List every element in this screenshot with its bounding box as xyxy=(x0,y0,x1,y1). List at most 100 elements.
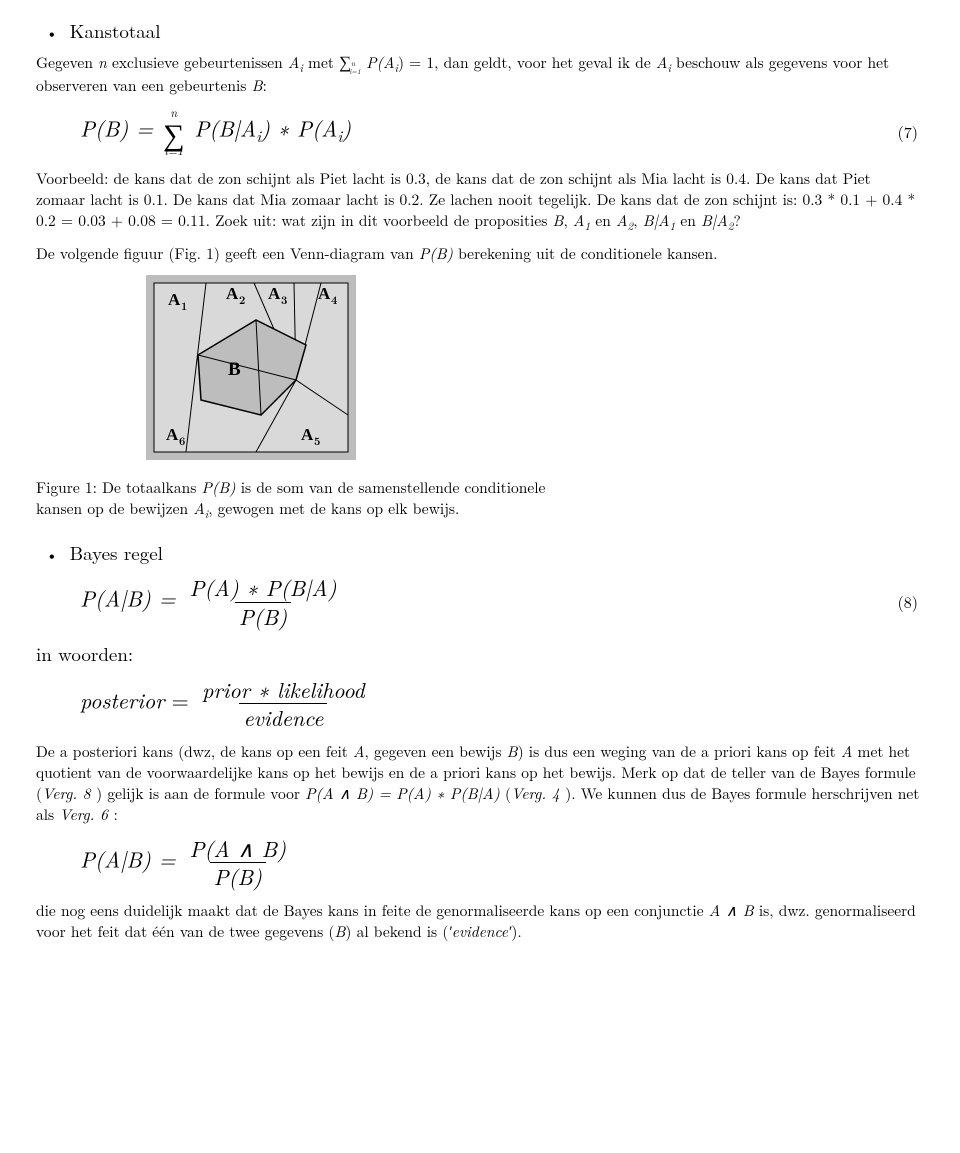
section-bayes-heading: • Bayes regel xyxy=(46,540,924,566)
figure-1-caption: Figure 1: De totaalkans P(B) is de som v… xyxy=(36,478,596,522)
equation-number: (8) xyxy=(898,591,924,613)
intro-paragraph: Gegeven n exclusieve gebeurtenissen Ai m… xyxy=(36,50,924,97)
text: met xyxy=(303,52,339,73)
bayes-explanation-paragraph: De a posteriori kans (dwz, de kans op ee… xyxy=(36,742,924,826)
denominator: P(B) xyxy=(210,862,266,889)
var: B|A xyxy=(643,210,670,231)
svg-text:3: 3 xyxy=(281,293,287,308)
denominator: P(B) xyxy=(235,602,291,629)
equation-8: P(A|B) = P(A) ∗ P(B|A) P(B) (8) xyxy=(36,575,924,629)
expr: P(B) xyxy=(419,243,453,264)
eq-rhs3: ) xyxy=(342,112,351,143)
expr: A ∧ B xyxy=(709,900,754,921)
equation-7: P(B) = n ∑ i=1 P(B|Ai) ∗ P(Ai) (7) xyxy=(36,107,924,157)
var: A xyxy=(193,498,205,519)
numerator: P(A ∧ B) xyxy=(186,836,291,862)
eq-lhs: P(A|B) = xyxy=(80,843,184,874)
text: die nog eens duidelijk maakt dat de Baye… xyxy=(36,900,709,921)
svg-text:B: B xyxy=(228,359,241,380)
text: , gewogen met de kans op elk bewijs. xyxy=(208,498,459,519)
var-n: n xyxy=(98,52,107,73)
colon: : xyxy=(262,75,266,96)
posterior: posterior xyxy=(80,684,164,715)
ref: Verg. 8 xyxy=(42,783,96,804)
svg-text:A: A xyxy=(268,284,281,303)
fraction: prior ∗ likelihood evidence xyxy=(198,677,369,731)
equation-number: (7) xyxy=(898,121,924,143)
svg-text:A: A xyxy=(166,425,179,444)
venn-diagram-icon: A1 A2 A3 A4 A5 A6 B xyxy=(146,275,356,460)
var: B xyxy=(334,921,345,942)
svg-text:A: A xyxy=(318,284,331,303)
eq-rhs1: P(B|A xyxy=(194,112,256,143)
text: , xyxy=(563,210,572,231)
var: B|A xyxy=(701,210,728,231)
text: ? xyxy=(733,210,740,231)
var-B: B xyxy=(252,75,263,96)
text: ) is dus een weging van de a priori kans… xyxy=(518,741,841,762)
text: en xyxy=(675,210,701,231)
text: ). xyxy=(511,921,521,942)
text: ) = 1, dan geldt, voor het geval ik de xyxy=(398,52,656,73)
equation-rewrite: P(A|B) = P(A ∧ B) P(B) xyxy=(36,836,924,890)
denominator: evidence xyxy=(239,703,327,730)
svg-text:4: 4 xyxy=(331,293,337,308)
text: Gegeven xyxy=(36,52,98,73)
svg-text:1: 1 xyxy=(181,299,187,314)
text: De a posteriori kans (dwz, de kans op ee… xyxy=(36,741,353,762)
text: Voorbeeld: de kans dat de zon schijnt al… xyxy=(36,168,915,231)
numerator: P(A) ∗ P(B|A) xyxy=(186,575,341,601)
closing-paragraph: die nog eens duidelijk maakt dat de Baye… xyxy=(36,901,924,943)
svg-text:2: 2 xyxy=(239,293,245,308)
in-woorden-label: in woorden: xyxy=(36,641,924,667)
var: B xyxy=(507,741,518,762)
section-title: Kanstotaal xyxy=(70,18,161,44)
equals: = xyxy=(164,684,196,715)
expr: P(A xyxy=(361,52,395,73)
text: : xyxy=(113,804,117,825)
var: A xyxy=(616,210,628,231)
eq-lhs: P(A|B) = xyxy=(80,583,184,614)
ref: Verg. 4 xyxy=(511,783,565,804)
sum-lower: i=1 xyxy=(164,145,183,157)
equation-words: posterior = prior ∗ likelihood evidence xyxy=(36,677,924,731)
section-title: Bayes regel xyxy=(70,540,163,566)
expr: P(B) xyxy=(201,477,235,498)
text: , gegeven een bewijs xyxy=(365,741,507,762)
svg-text:A: A xyxy=(301,425,314,444)
text: ( xyxy=(500,783,511,804)
text: Figure 1: De totaalkans xyxy=(36,477,201,498)
sum-inline-icon: ∑ni=1 xyxy=(339,50,361,75)
eq-rhs2: ) ∗ P(A xyxy=(261,112,337,143)
var: A xyxy=(573,210,585,231)
text: exclusieve gebeurtenissen xyxy=(107,52,288,73)
var-A: A xyxy=(288,52,300,73)
text: , xyxy=(633,210,642,231)
fraction: P(A ∧ B) P(B) xyxy=(186,836,291,890)
bullet-icon: • xyxy=(46,23,58,43)
eq-lhs: P(B) = xyxy=(80,112,161,143)
var: A xyxy=(841,741,853,762)
var: A xyxy=(353,741,365,762)
svg-text:6: 6 xyxy=(179,434,185,449)
text: De volgende figuur (Fig. 1) geeft een Ve… xyxy=(36,243,419,264)
fraction: P(A) ∗ P(B|A) P(B) xyxy=(186,575,341,629)
sum-sigma-icon: n ∑ i=1 xyxy=(163,107,184,157)
section-kanstotaal-heading: • Kanstotaal xyxy=(46,18,924,44)
svg-text:A: A xyxy=(226,284,239,303)
example-paragraph: Voorbeeld: de kans dat de zon schijnt al… xyxy=(36,169,924,234)
svg-text:5: 5 xyxy=(314,434,320,449)
expr: P(A ∧ B) = P(A) ∗ P(B|A) xyxy=(305,783,500,804)
var: B xyxy=(553,210,564,231)
text: ) gelijk is aan de formule voor xyxy=(96,783,305,804)
figure-ref-paragraph: De volgende figuur (Fig. 1) geeft een Ve… xyxy=(36,244,924,265)
bullet-icon: • xyxy=(46,545,58,565)
text: en xyxy=(590,210,616,231)
text: ) al bekend is ( xyxy=(345,921,448,942)
evidence: ′evidence′ xyxy=(448,921,511,942)
text: berekening uit de conditionele kansen. xyxy=(453,243,718,264)
var-A: A xyxy=(656,52,668,73)
numerator: prior ∗ likelihood xyxy=(198,677,369,703)
svg-text:A: A xyxy=(168,290,181,309)
figure-1-image: A1 A2 A3 A4 A5 A6 B xyxy=(36,275,924,460)
